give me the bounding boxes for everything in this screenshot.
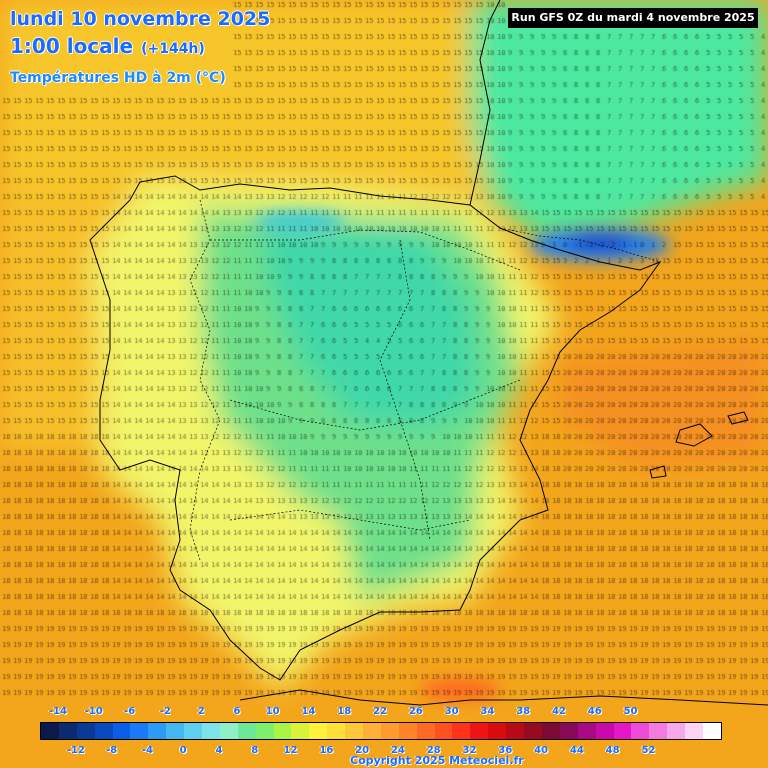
legend-swatch (291, 723, 310, 739)
legend-swatch (148, 723, 167, 739)
model-run-label: Run GFS 0Z du mardi 4 novembre 2025 (508, 8, 758, 28)
legend-swatch (202, 723, 220, 739)
legend-swatch (434, 723, 453, 739)
legend-tick-top: 26 (408, 706, 423, 717)
legend-tick-bottom: -12 (66, 745, 85, 756)
legend-swatch (577, 723, 596, 739)
legend-swatch (452, 723, 471, 739)
legend-swatch (41, 723, 59, 739)
legend-swatch (58, 723, 77, 739)
legend-swatch (237, 723, 256, 739)
parameter-label: Températures HD à 2m (°C) (10, 70, 226, 86)
legend-swatch (702, 723, 721, 739)
legend-swatch (273, 723, 292, 739)
legend-tick-bottom: 16 (319, 745, 334, 756)
legend-tick-bottom: 36 (498, 745, 513, 756)
legend-swatch (595, 723, 614, 739)
legend-swatch (363, 723, 381, 739)
color-scale-legend (40, 722, 722, 740)
legend-swatch (524, 723, 542, 739)
legend-tick-top: -10 (84, 706, 103, 717)
legend-swatch (541, 723, 560, 739)
legend-swatch (506, 723, 525, 739)
legend-tick-top: -6 (123, 706, 136, 717)
legend-swatch (470, 723, 489, 739)
legend-tick-top: 38 (516, 706, 531, 717)
forecast-time: 1:00 locale (+144h) (10, 34, 205, 58)
legend-swatch (255, 723, 274, 739)
legend-tick-bottom: 12 (283, 745, 298, 756)
forecast-offset: (+144h) (141, 41, 205, 57)
legend-swatch (327, 723, 346, 739)
legend-swatch (559, 723, 578, 739)
copyright-notice: Copyright 2025 Meteociel.fr (350, 754, 524, 767)
legend-tick-top: 14 (301, 706, 316, 717)
legend-tick-bottom: -8 (106, 745, 118, 756)
legend-tick-bottom: 4 (215, 745, 223, 756)
legend-tick-bottom: 40 (534, 745, 549, 756)
legend-tick-bottom: 8 (251, 745, 259, 756)
forecast-local-time: 1:00 locale (10, 34, 134, 58)
legend-tick-top: 30 (444, 706, 459, 717)
legend-tick-top: 34 (480, 706, 495, 717)
legend-swatch (130, 723, 149, 739)
legend-swatch (112, 723, 131, 739)
legend-tick-top: 46 (587, 706, 602, 717)
legend-swatch (613, 723, 632, 739)
legend-tick-top: -2 (159, 706, 171, 717)
legend-swatch (94, 723, 113, 739)
legend-swatch (649, 723, 668, 739)
legend-tick-top: 10 (265, 706, 280, 717)
legend-tick-bottom: 48 (605, 745, 620, 756)
legend-tick-bottom: 28 (426, 745, 441, 756)
legend-tick-top: -14 (48, 706, 67, 717)
legend-swatch (631, 723, 650, 739)
legend-tick-top: 6 (233, 706, 241, 717)
legend-tick-bottom: 0 (179, 745, 187, 756)
legend-swatch (76, 723, 95, 739)
legend-swatch (309, 723, 328, 739)
legend-swatch (488, 723, 507, 739)
legend-swatch (416, 723, 435, 739)
legend-swatch (184, 723, 203, 739)
legend-swatch (166, 723, 185, 739)
legend-tick-top: 42 (551, 706, 566, 717)
legend-tick-bottom: 44 (569, 745, 584, 756)
legend-tick-bottom: 32 (462, 745, 477, 756)
legend-tick-bottom: 52 (641, 745, 656, 756)
legend-tick-bottom: 24 (390, 745, 405, 756)
forecast-date: lundi 10 novembre 2025 (10, 8, 271, 30)
legend-tick-bottom: 20 (355, 745, 370, 756)
legend-swatch (685, 723, 703, 739)
legend-swatch (667, 723, 686, 739)
legend-swatch (398, 723, 417, 739)
legend-tick-top: 2 (197, 706, 205, 717)
legend-tick-top: 50 (623, 706, 638, 717)
legend-tick-top: 18 (337, 706, 352, 717)
legend-tick-bottom: -4 (141, 745, 153, 756)
legend-swatch (380, 723, 399, 739)
legend-swatch (219, 723, 238, 739)
legend-swatch (345, 723, 364, 739)
legend-tick-top: 22 (373, 706, 387, 717)
